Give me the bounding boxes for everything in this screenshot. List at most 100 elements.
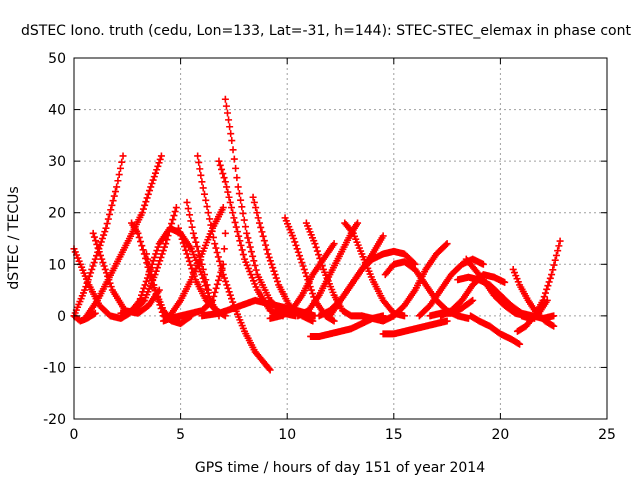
data-point <box>216 272 224 280</box>
data-points <box>70 95 564 374</box>
data-point <box>171 208 179 216</box>
data-point <box>269 264 277 272</box>
data-point <box>188 265 196 273</box>
data-point <box>259 232 267 240</box>
data-point <box>297 255 305 263</box>
data-point <box>296 252 304 260</box>
data-point <box>102 269 110 277</box>
data-point <box>107 283 115 291</box>
data-point <box>229 146 237 154</box>
series-22 <box>302 219 366 320</box>
data-point <box>207 221 215 229</box>
data-point <box>101 265 109 273</box>
data-point <box>113 183 121 191</box>
data-point <box>317 258 325 266</box>
data-point <box>193 243 201 251</box>
data-point <box>260 237 268 245</box>
data-point <box>543 296 551 304</box>
y-tick-label: 20 <box>48 206 66 222</box>
data-point <box>316 254 324 262</box>
data-point <box>237 196 245 204</box>
x-tick-label: 0 <box>70 427 79 443</box>
data-point <box>152 267 160 275</box>
data-point <box>93 240 101 248</box>
data-point <box>304 276 312 284</box>
data-point <box>197 171 205 179</box>
data-point <box>240 216 248 224</box>
y-tick-label: -20 <box>43 412 66 428</box>
data-point <box>189 229 197 237</box>
data-point <box>183 198 191 206</box>
data-point <box>100 231 108 239</box>
data-point <box>252 204 260 212</box>
data-point <box>218 266 226 274</box>
data-point <box>264 250 272 258</box>
data-point <box>221 95 229 103</box>
data-point <box>226 198 234 206</box>
data-point <box>203 203 211 211</box>
data-point <box>220 245 228 253</box>
data-point <box>244 234 252 242</box>
series-32 <box>426 296 477 320</box>
data-point <box>147 271 155 279</box>
data-point <box>203 281 211 289</box>
data-point <box>318 262 326 270</box>
data-point <box>204 209 212 217</box>
data-point <box>134 302 142 310</box>
data-point <box>229 209 237 217</box>
data-point <box>90 233 98 241</box>
series-15 <box>215 157 287 320</box>
data-point <box>379 232 387 240</box>
data-point <box>213 280 221 288</box>
data-point <box>89 262 97 270</box>
data-point <box>138 209 146 217</box>
data-point <box>222 102 230 110</box>
data-point <box>245 239 253 247</box>
data-point <box>149 176 157 184</box>
data-point <box>194 152 202 160</box>
data-point <box>469 296 477 304</box>
data-point <box>298 259 306 267</box>
data-point <box>199 265 207 273</box>
data-point <box>227 130 235 138</box>
data-point <box>219 204 227 212</box>
data-point <box>195 158 203 166</box>
data-point <box>250 257 258 265</box>
data-point <box>305 279 313 287</box>
data-point <box>151 253 159 261</box>
data-point <box>92 237 100 245</box>
data-point <box>307 286 315 294</box>
data-point <box>151 169 159 177</box>
series-13 <box>194 152 274 374</box>
data-point <box>95 248 103 256</box>
y-tick-label: 50 <box>48 51 66 67</box>
data-point <box>177 232 185 240</box>
data-point <box>330 240 338 248</box>
data-point <box>158 250 166 258</box>
data-point <box>141 201 149 209</box>
data-point <box>184 205 192 213</box>
data-point <box>306 283 314 291</box>
data-point <box>160 243 168 251</box>
data-point <box>501 278 509 286</box>
data-point <box>176 228 184 236</box>
data-point <box>541 289 549 297</box>
data-point <box>108 201 116 209</box>
data-point <box>138 291 146 299</box>
data-point <box>400 312 408 320</box>
data-point <box>232 164 240 172</box>
data-point <box>330 317 338 325</box>
data-point <box>312 243 320 251</box>
data-point <box>268 260 276 268</box>
data-point <box>104 272 112 280</box>
data-point <box>253 209 261 217</box>
data-point <box>443 240 451 248</box>
data-point <box>221 229 229 237</box>
data-point <box>147 183 155 191</box>
data-point <box>250 198 258 206</box>
data-point <box>225 288 233 296</box>
data-point <box>271 271 279 279</box>
data-point <box>146 187 154 195</box>
data-point <box>273 277 281 285</box>
data-point <box>315 251 323 259</box>
